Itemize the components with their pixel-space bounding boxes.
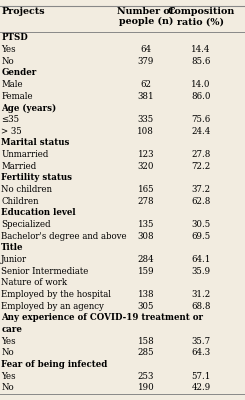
Text: Children: Children (1, 197, 39, 206)
Text: Married: Married (1, 162, 37, 171)
Text: No: No (1, 383, 14, 392)
Text: 37.2: 37.2 (191, 185, 210, 194)
Text: No: No (1, 57, 14, 66)
Text: 278: 278 (137, 197, 154, 206)
Text: 123: 123 (137, 150, 154, 159)
Text: Fear of being infected: Fear of being infected (1, 360, 108, 369)
Text: 305: 305 (137, 302, 154, 311)
Text: Yes: Yes (1, 45, 16, 54)
Text: 35.7: 35.7 (191, 337, 210, 346)
Text: 68.8: 68.8 (191, 302, 211, 311)
Text: 72.2: 72.2 (191, 162, 210, 171)
Text: Yes: Yes (1, 372, 16, 381)
Text: 69.5: 69.5 (191, 232, 210, 241)
Text: 158: 158 (137, 337, 154, 346)
Text: 284: 284 (137, 255, 154, 264)
Text: Nature of work: Nature of work (1, 278, 67, 287)
Text: Junior: Junior (1, 255, 27, 264)
Text: Male: Male (1, 80, 23, 89)
Text: 135: 135 (137, 220, 154, 229)
Text: Bachelor's degree and above: Bachelor's degree and above (1, 232, 127, 241)
Text: Any experience of COVID-19 treatment or: Any experience of COVID-19 treatment or (1, 313, 203, 322)
Text: Senior Intermediate: Senior Intermediate (1, 267, 89, 276)
Text: Number of
people (n): Number of people (n) (117, 7, 174, 26)
Text: 64: 64 (140, 45, 151, 54)
Text: 14.4: 14.4 (191, 45, 211, 54)
Text: > 35: > 35 (1, 127, 22, 136)
Text: 85.6: 85.6 (191, 57, 211, 66)
Text: 27.8: 27.8 (191, 150, 211, 159)
Text: 253: 253 (138, 372, 154, 381)
Text: Unmarried: Unmarried (1, 150, 49, 159)
Text: 138: 138 (137, 290, 154, 299)
Text: PTSD: PTSD (1, 34, 28, 42)
Text: Fertility status: Fertility status (1, 174, 72, 182)
Text: care: care (1, 325, 22, 334)
Text: 108: 108 (137, 127, 154, 136)
Text: Education level: Education level (1, 208, 76, 217)
Text: 62.8: 62.8 (191, 197, 211, 206)
Text: Marital status: Marital status (1, 138, 70, 148)
Text: 64.3: 64.3 (191, 348, 210, 357)
Text: 165: 165 (137, 185, 154, 194)
Text: 320: 320 (137, 162, 154, 171)
Text: Composition
ratio (%): Composition ratio (%) (167, 7, 234, 26)
Text: 75.6: 75.6 (191, 115, 210, 124)
Text: No: No (1, 348, 14, 357)
Text: 62: 62 (140, 80, 151, 89)
Text: Employed by the hospital: Employed by the hospital (1, 290, 111, 299)
Text: 31.2: 31.2 (191, 290, 210, 299)
Text: 64.1: 64.1 (191, 255, 211, 264)
Text: 86.0: 86.0 (191, 92, 211, 101)
Text: Employed by an agency: Employed by an agency (1, 302, 104, 311)
Text: Age (years): Age (years) (1, 104, 57, 112)
Text: 159: 159 (137, 267, 154, 276)
Text: Specialized: Specialized (1, 220, 51, 229)
Text: 24.4: 24.4 (191, 127, 210, 136)
Text: 285: 285 (137, 348, 154, 357)
Text: Projects: Projects (1, 7, 45, 16)
Text: Female: Female (1, 92, 33, 101)
Text: 379: 379 (138, 57, 154, 66)
Text: 381: 381 (137, 92, 154, 101)
Text: ≤35: ≤35 (1, 115, 19, 124)
Text: Gender: Gender (1, 68, 37, 78)
Text: 30.5: 30.5 (191, 220, 210, 229)
Text: 35.9: 35.9 (191, 267, 210, 276)
Text: No children: No children (1, 185, 52, 194)
Text: 57.1: 57.1 (191, 372, 211, 381)
Text: 308: 308 (137, 232, 154, 241)
Text: Yes: Yes (1, 337, 16, 346)
Text: 335: 335 (138, 115, 154, 124)
Text: 42.9: 42.9 (191, 383, 210, 392)
Text: Title: Title (1, 243, 24, 252)
Text: 14.0: 14.0 (191, 80, 211, 89)
Text: 190: 190 (137, 383, 154, 392)
